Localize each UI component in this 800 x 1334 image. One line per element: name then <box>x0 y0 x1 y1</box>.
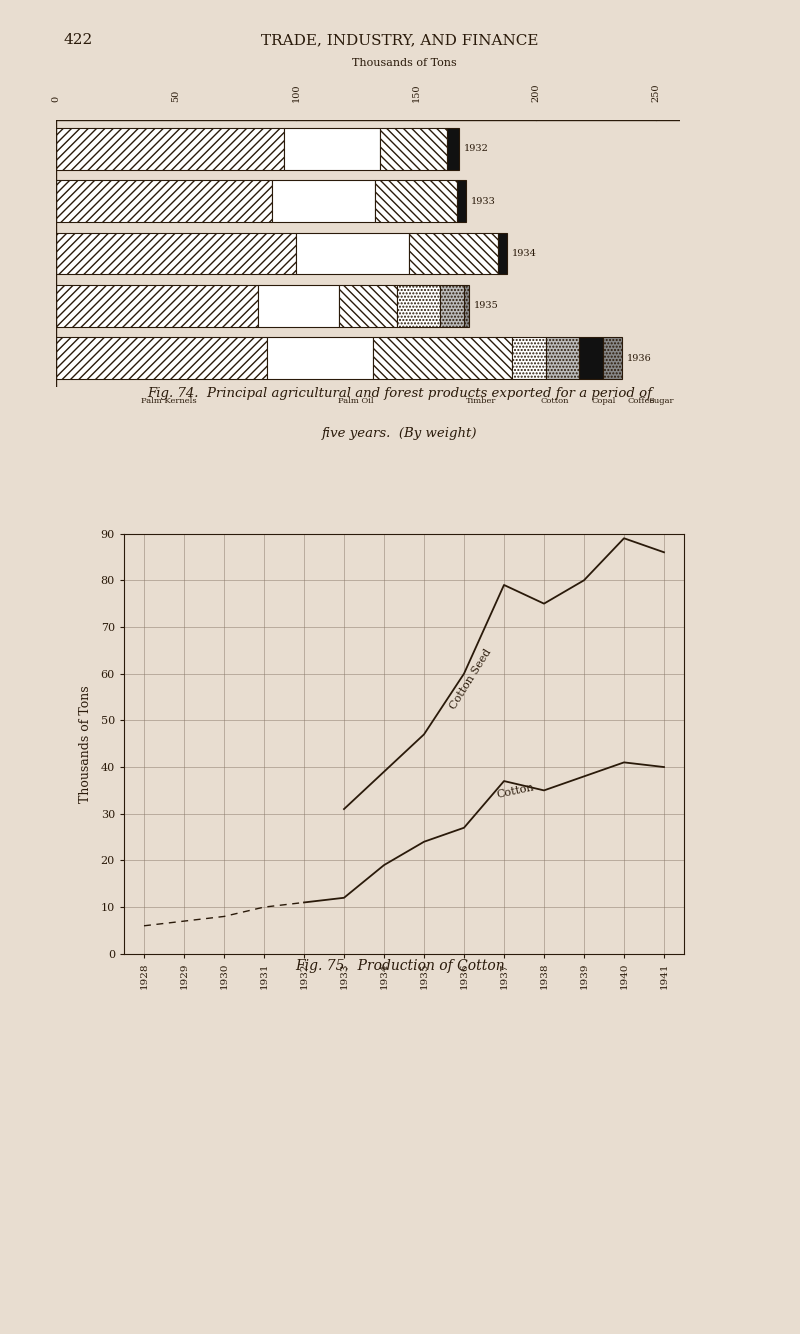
Text: 250: 250 <box>651 83 661 101</box>
Bar <box>375 180 457 221</box>
Bar <box>284 128 380 169</box>
Text: 422: 422 <box>64 33 94 47</box>
Text: Palm Oil: Palm Oil <box>338 398 374 406</box>
Bar <box>267 338 373 379</box>
Bar <box>546 338 579 379</box>
Text: Thousands of Tons: Thousands of Tons <box>352 57 456 68</box>
Bar <box>409 232 498 275</box>
Y-axis label: Thousands of Tons: Thousands of Tons <box>79 684 92 803</box>
Bar <box>56 285 258 327</box>
Text: Copal: Copal <box>591 398 615 406</box>
Text: Coffee: Coffee <box>628 398 655 406</box>
Text: 1933: 1933 <box>471 196 496 205</box>
Bar <box>397 285 440 327</box>
Bar <box>498 232 507 275</box>
Bar <box>296 232 409 275</box>
Bar <box>272 180 375 221</box>
Bar <box>603 338 622 379</box>
Text: Palm Kernels: Palm Kernels <box>141 398 197 406</box>
Text: Cotton: Cotton <box>541 398 570 406</box>
Bar <box>440 285 464 327</box>
Text: 0: 0 <box>51 96 61 101</box>
Text: Fig. 75.  Production of Cotton: Fig. 75. Production of Cotton <box>295 959 505 972</box>
Text: 100: 100 <box>291 83 301 101</box>
Text: 1932: 1932 <box>464 144 489 153</box>
Text: Fig. 74.  Principal agricultural and forest products exported for a period of: Fig. 74. Principal agricultural and fore… <box>147 387 653 400</box>
Bar <box>447 128 459 169</box>
Text: 150: 150 <box>411 83 421 101</box>
Bar <box>56 180 272 221</box>
Text: five years.  (By weight): five years. (By weight) <box>322 427 478 440</box>
Bar <box>579 338 603 379</box>
Bar <box>339 285 397 327</box>
Text: Cotton Seed: Cotton Seed <box>448 647 493 711</box>
Bar <box>56 338 267 379</box>
Bar <box>464 285 469 327</box>
Text: Timber: Timber <box>466 398 496 406</box>
Text: Sugar: Sugar <box>648 398 674 406</box>
Text: 50: 50 <box>171 89 181 101</box>
Bar <box>56 232 296 275</box>
Bar <box>457 180 466 221</box>
Bar <box>380 128 447 169</box>
Bar <box>258 285 339 327</box>
Text: 200: 200 <box>531 83 541 101</box>
Bar <box>512 338 546 379</box>
Text: TRADE, INDUSTRY, AND FINANCE: TRADE, INDUSTRY, AND FINANCE <box>262 33 538 47</box>
Text: 1935: 1935 <box>474 301 498 311</box>
Text: Cotton: Cotton <box>496 782 535 800</box>
Text: 1936: 1936 <box>627 354 652 363</box>
Bar <box>373 338 512 379</box>
Bar <box>56 128 284 169</box>
Text: 1934: 1934 <box>512 249 537 257</box>
